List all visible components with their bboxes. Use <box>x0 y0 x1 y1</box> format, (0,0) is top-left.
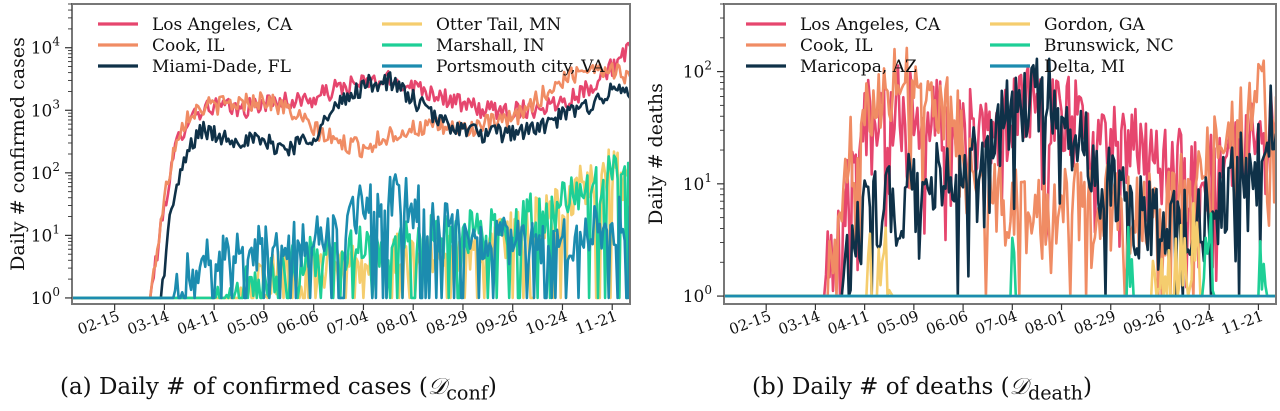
y-tick-label-a-1: 101 <box>31 222 60 246</box>
x-tick-label-a-9: 10-24 <box>523 307 570 339</box>
chart-panel-a: 100 101 102 103 104 02-15 03-14 04-11 05-09 06-06… <box>7 3 631 339</box>
caption-b-text: (b) Daily # of deaths ( <box>752 374 1010 400</box>
caption-a: (a) Daily # of confirmed cases (𝒟conf) <box>60 374 497 405</box>
x-tick-label-b-4: 06-06 <box>924 307 971 339</box>
x-tick-label-b-5: 07-04 <box>973 307 1020 339</box>
y-axis-label-b: Daily # deaths <box>645 83 667 225</box>
y-axis-label-a: Daily # confirmed cases <box>7 37 29 271</box>
legend-label-b-5: Brunswick, NC <box>1044 36 1174 56</box>
x-tick-label-a-7: 08-29 <box>424 307 471 339</box>
x-tick-label-b-2: 04-11 <box>825 307 872 339</box>
legend-label-b-1: Los Angeles, CA <box>800 15 941 35</box>
y-tick-label-b-0: 100 <box>683 283 712 307</box>
series-group-b <box>724 46 1276 298</box>
legend-label-b-6: Delta, MI <box>1044 57 1125 77</box>
legend-label-b-2: Cook, IL <box>800 36 873 56</box>
plot-frame-b <box>723 3 1277 305</box>
x-tick-label-a-2: 04-11 <box>175 307 222 339</box>
x-tick-label-a-1: 03-14 <box>125 307 172 339</box>
x-tick-label-a-4: 06-06 <box>274 307 321 339</box>
legend-label-a-3: Miami-Dade, FL <box>152 57 291 77</box>
y-tick-label-a-3: 103 <box>31 97 60 121</box>
x-tick-label-b-1: 03-14 <box>776 307 823 339</box>
x-tick-label-b-10: 11-21 <box>1219 307 1266 339</box>
y-tick-label-a-2: 102 <box>31 160 60 184</box>
y-tick-label-a-0: 100 <box>31 285 60 309</box>
x-tick-label-a-6: 08-01 <box>374 307 421 339</box>
x-tick-label-b-7: 08-29 <box>1071 307 1118 339</box>
x-tick-label-b-3: 05-09 <box>874 307 921 339</box>
series-group-a <box>72 41 630 300</box>
x-tick-label-a-8: 09-26 <box>473 307 520 339</box>
x-tick-label-b-6: 08-01 <box>1022 307 1069 339</box>
x-tick-label-b-9: 10-24 <box>1170 307 1217 339</box>
series-line-a-6 <box>72 173 630 300</box>
caption-a-text: (a) Daily # of confirmed cases ( <box>60 374 428 400</box>
series-line-a-3 <box>72 71 630 300</box>
caption-a-math: 𝒟 <box>427 374 447 400</box>
legend-label-a-5: Marshall, IN <box>436 36 545 56</box>
legend-label-b-4: Gordon, GA <box>1044 15 1145 35</box>
caption-b: (b) Daily # of deaths (𝒟death) <box>752 374 1092 405</box>
caption-a-close: ) <box>487 374 497 400</box>
legend-label-a-1: Los Angeles, CA <box>152 15 293 35</box>
x-tick-label-a-3: 05-09 <box>224 307 271 339</box>
x-tick-label-b-8: 09-26 <box>1121 307 1168 339</box>
legend-label-b-3: Maricopa, AZ <box>800 57 917 77</box>
legend-label-a-6: Portsmouth city, VA <box>436 57 605 77</box>
legend-label-a-2: Cook, IL <box>152 36 225 56</box>
y-tick-label-a-4: 104 <box>31 35 61 59</box>
x-tick-label-a-0: 02-15 <box>75 307 122 339</box>
x-tick-label-a-10: 11-21 <box>573 307 620 339</box>
caption-b-math: 𝒟 <box>1009 374 1028 400</box>
y-tick-label-b-2: 102 <box>683 59 712 83</box>
caption-b-close: ) <box>1083 374 1092 400</box>
x-tick-label-b-0: 02-15 <box>727 307 774 339</box>
x-tick-label-a-5: 07-04 <box>324 307 371 339</box>
caption-a-sub: conf <box>446 381 488 405</box>
series-line-a-2 <box>72 62 630 300</box>
caption-b-sub: death <box>1027 381 1084 405</box>
y-tick-label-b-1: 101 <box>683 171 712 195</box>
legend-label-a-4: Otter Tail, MN <box>436 15 561 35</box>
